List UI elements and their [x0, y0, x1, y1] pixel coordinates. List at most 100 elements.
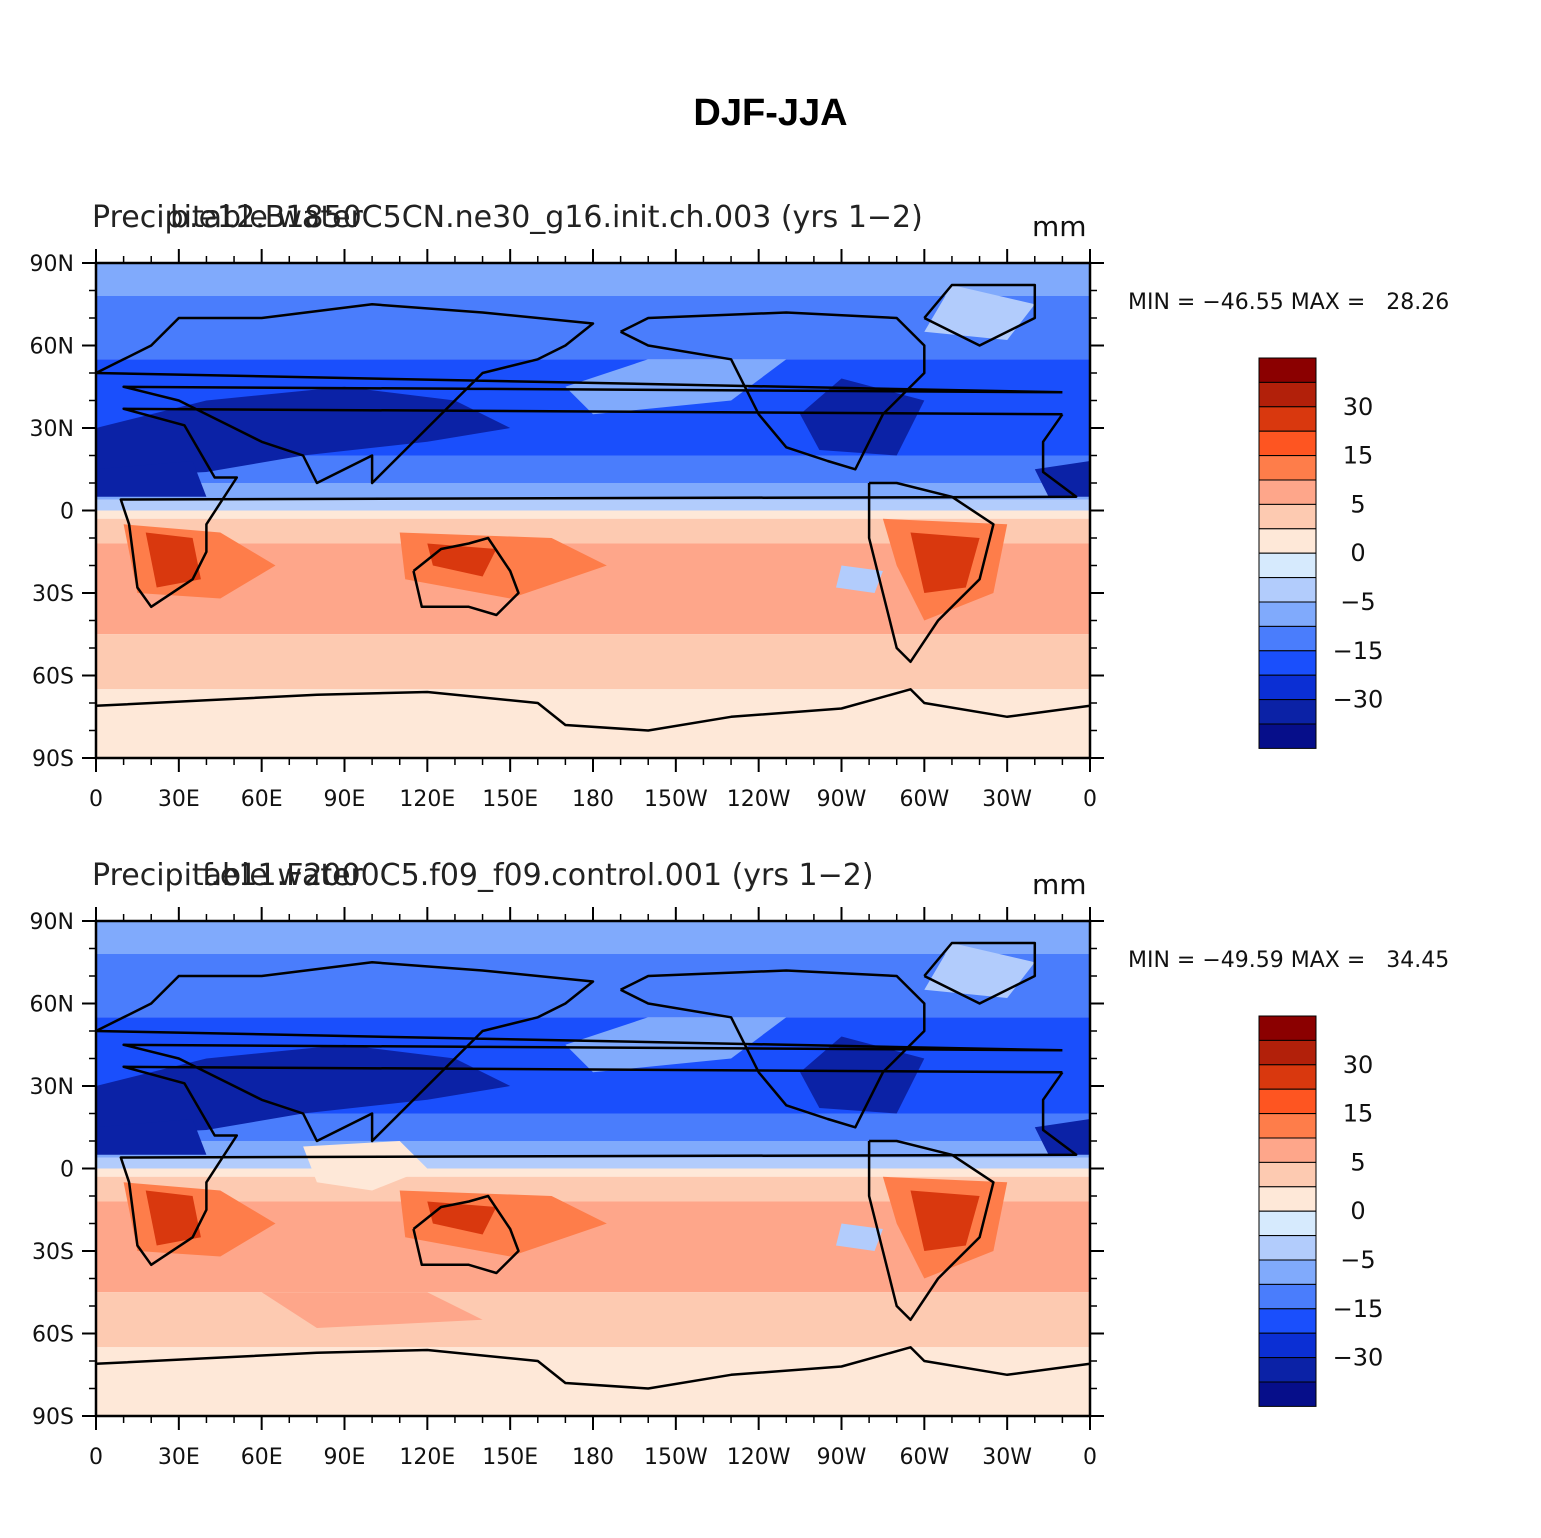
field-band	[96, 689, 1090, 758]
lat-tick-label: 60S	[32, 1323, 74, 1348]
field-band	[96, 1347, 1090, 1416]
colorbar-swatch	[1258, 479, 1317, 505]
lon-tick-label: 0	[89, 787, 103, 812]
lon-tick-label: 120E	[399, 787, 455, 812]
lon-tick-label: 30W	[982, 1445, 1032, 1470]
coast-eurasia	[94, 303, 1063, 485]
lon-tick-label: 120E	[399, 1445, 455, 1470]
colorbar-label: 5	[1350, 1148, 1365, 1176]
axes: 90N 60N 30N 0 30S 60S 90S 0 30E 60E 90E 120E 150E 180…	[30, 907, 1104, 1470]
colorbar-swatch	[1258, 1088, 1317, 1115]
lon-tick-label: 120W	[727, 787, 791, 812]
colorbar-swatch	[1258, 1308, 1317, 1334]
field-region-greenland	[924, 943, 1035, 998]
field-band	[96, 510, 1090, 519]
panel-bottom-title-case: f.e11.F2000C5.f09_f09.control.001 (yrs 1…	[202, 858, 874, 893]
field-region-greenland	[924, 285, 1035, 340]
coast-samerica	[867, 481, 995, 664]
lon-tick-label: 60W	[899, 1445, 949, 1470]
colorbar-swatch	[1258, 723, 1317, 749]
lon-tick-label: 120W	[727, 1445, 791, 1470]
colorbar-label: −30	[1333, 1344, 1384, 1372]
coast-namerica	[620, 311, 926, 471]
lon-tick-label: 90W	[817, 787, 867, 812]
lat-tick-label: 30N	[30, 1075, 74, 1100]
lat-tick-label: 0	[60, 1158, 74, 1183]
lon-tick-label: 150W	[644, 787, 708, 812]
panel-top-title-case: b.e12.B1850C5CN.ne30_g16.init.ch.003 (yr…	[170, 200, 923, 235]
colorbar-swatch	[1258, 1210, 1317, 1237]
coast-samerica	[867, 1139, 995, 1322]
colorbar-label: 0	[1350, 539, 1365, 567]
lat-tick-label: 30S	[32, 1240, 74, 1265]
field-band	[96, 1168, 1090, 1177]
colorbar: 30 15 5 0 −5 −15 −30	[1258, 357, 1384, 749]
lon-tick-label: 0	[1083, 787, 1097, 812]
lon-tick-label: 0	[89, 1445, 103, 1470]
field-band	[96, 499, 1090, 511]
lat-tick-label: 30N	[30, 417, 74, 442]
field-layer	[96, 921, 1090, 1416]
lat-tick-label: 90S	[32, 747, 74, 772]
lon-tick-label: 0	[1083, 1445, 1097, 1470]
coast-australia	[412, 1194, 520, 1275]
field-region-epac	[836, 1223, 883, 1251]
colorbar-label: 30	[1343, 393, 1374, 421]
colorbar-swatch	[1258, 1283, 1317, 1310]
lon-tick-label: 180	[572, 1445, 614, 1470]
colorbar-label: −15	[1333, 637, 1384, 665]
panel-top-title-variable: Precipitable water	[92, 200, 363, 235]
map-top: 90N 60N 30N 0 30S 60S 90S 0 30E 60E 90E 120E 150E 180…	[30, 249, 1384, 812]
colorbar-swatch	[1258, 528, 1317, 554]
field-region-africa-low	[96, 1119, 207, 1155]
lon-tick-label: 30E	[158, 787, 200, 812]
colorbar-swatch	[1258, 455, 1317, 481]
lat-tick-label: 30S	[32, 582, 74, 607]
lat-tick-label: 90N	[30, 252, 74, 277]
colorbar-swatch	[1258, 625, 1317, 652]
field-region-npac	[565, 1017, 787, 1073]
lon-tick-label: 90E	[324, 1445, 366, 1470]
colorbar-swatch	[1258, 1015, 1317, 1041]
coast-eurasia	[94, 961, 1063, 1143]
panel-bottom: Precipitable water f.e11.F2000C5.f09_f09…	[0, 858, 1541, 1518]
field-band	[96, 263, 1090, 296]
colorbar-swatch	[1258, 381, 1317, 408]
field-region-npac	[565, 359, 787, 415]
coast-africa	[119, 407, 1078, 609]
field-region-namerica-low	[800, 378, 925, 456]
colorbar-label: 15	[1343, 1100, 1374, 1128]
colorbar-swatch	[1258, 552, 1317, 579]
lon-tick-label: 60W	[899, 787, 949, 812]
field-band	[96, 634, 1090, 690]
lat-tick-label: 60N	[30, 993, 74, 1018]
field-region-indian	[303, 1141, 428, 1191]
lon-tick-label: 180	[572, 787, 614, 812]
coastlines	[94, 283, 1091, 732]
colorbar-swatch	[1258, 1113, 1317, 1139]
field-region-australia-core	[427, 1201, 497, 1235]
lon-tick-label: 90W	[817, 1445, 867, 1470]
lon-tick-label: 150E	[482, 1445, 538, 1470]
field-region-atlantic-low	[1034, 1119, 1090, 1155]
lon-tick-label: 30W	[982, 787, 1032, 812]
colorbar-swatch	[1258, 1137, 1317, 1163]
coast-antarctica	[95, 688, 1091, 732]
coast-antarctica	[95, 1346, 1091, 1390]
colorbar-swatch	[1258, 674, 1317, 701]
lon-tick-label: 150E	[482, 787, 538, 812]
lat-tick-label: 60N	[30, 335, 74, 360]
colorbar-swatch	[1258, 1332, 1317, 1359]
colorbar-swatch	[1258, 1357, 1317, 1383]
colorbar-label: −15	[1333, 1295, 1384, 1323]
field-layer	[96, 263, 1090, 758]
colorbar-swatch	[1258, 1259, 1317, 1285]
colorbar-swatch	[1258, 1186, 1317, 1212]
colorbar-swatch	[1258, 650, 1317, 676]
lat-tick-label: 60S	[32, 665, 74, 690]
field-band	[96, 1157, 1090, 1169]
panel-top: Precipitable water b.e12.B1850C5CN.ne30_…	[0, 200, 1541, 860]
colorbar-swatch	[1258, 1235, 1317, 1261]
field-region-africa-low	[96, 461, 207, 497]
field-region-safrica-core	[145, 532, 201, 588]
